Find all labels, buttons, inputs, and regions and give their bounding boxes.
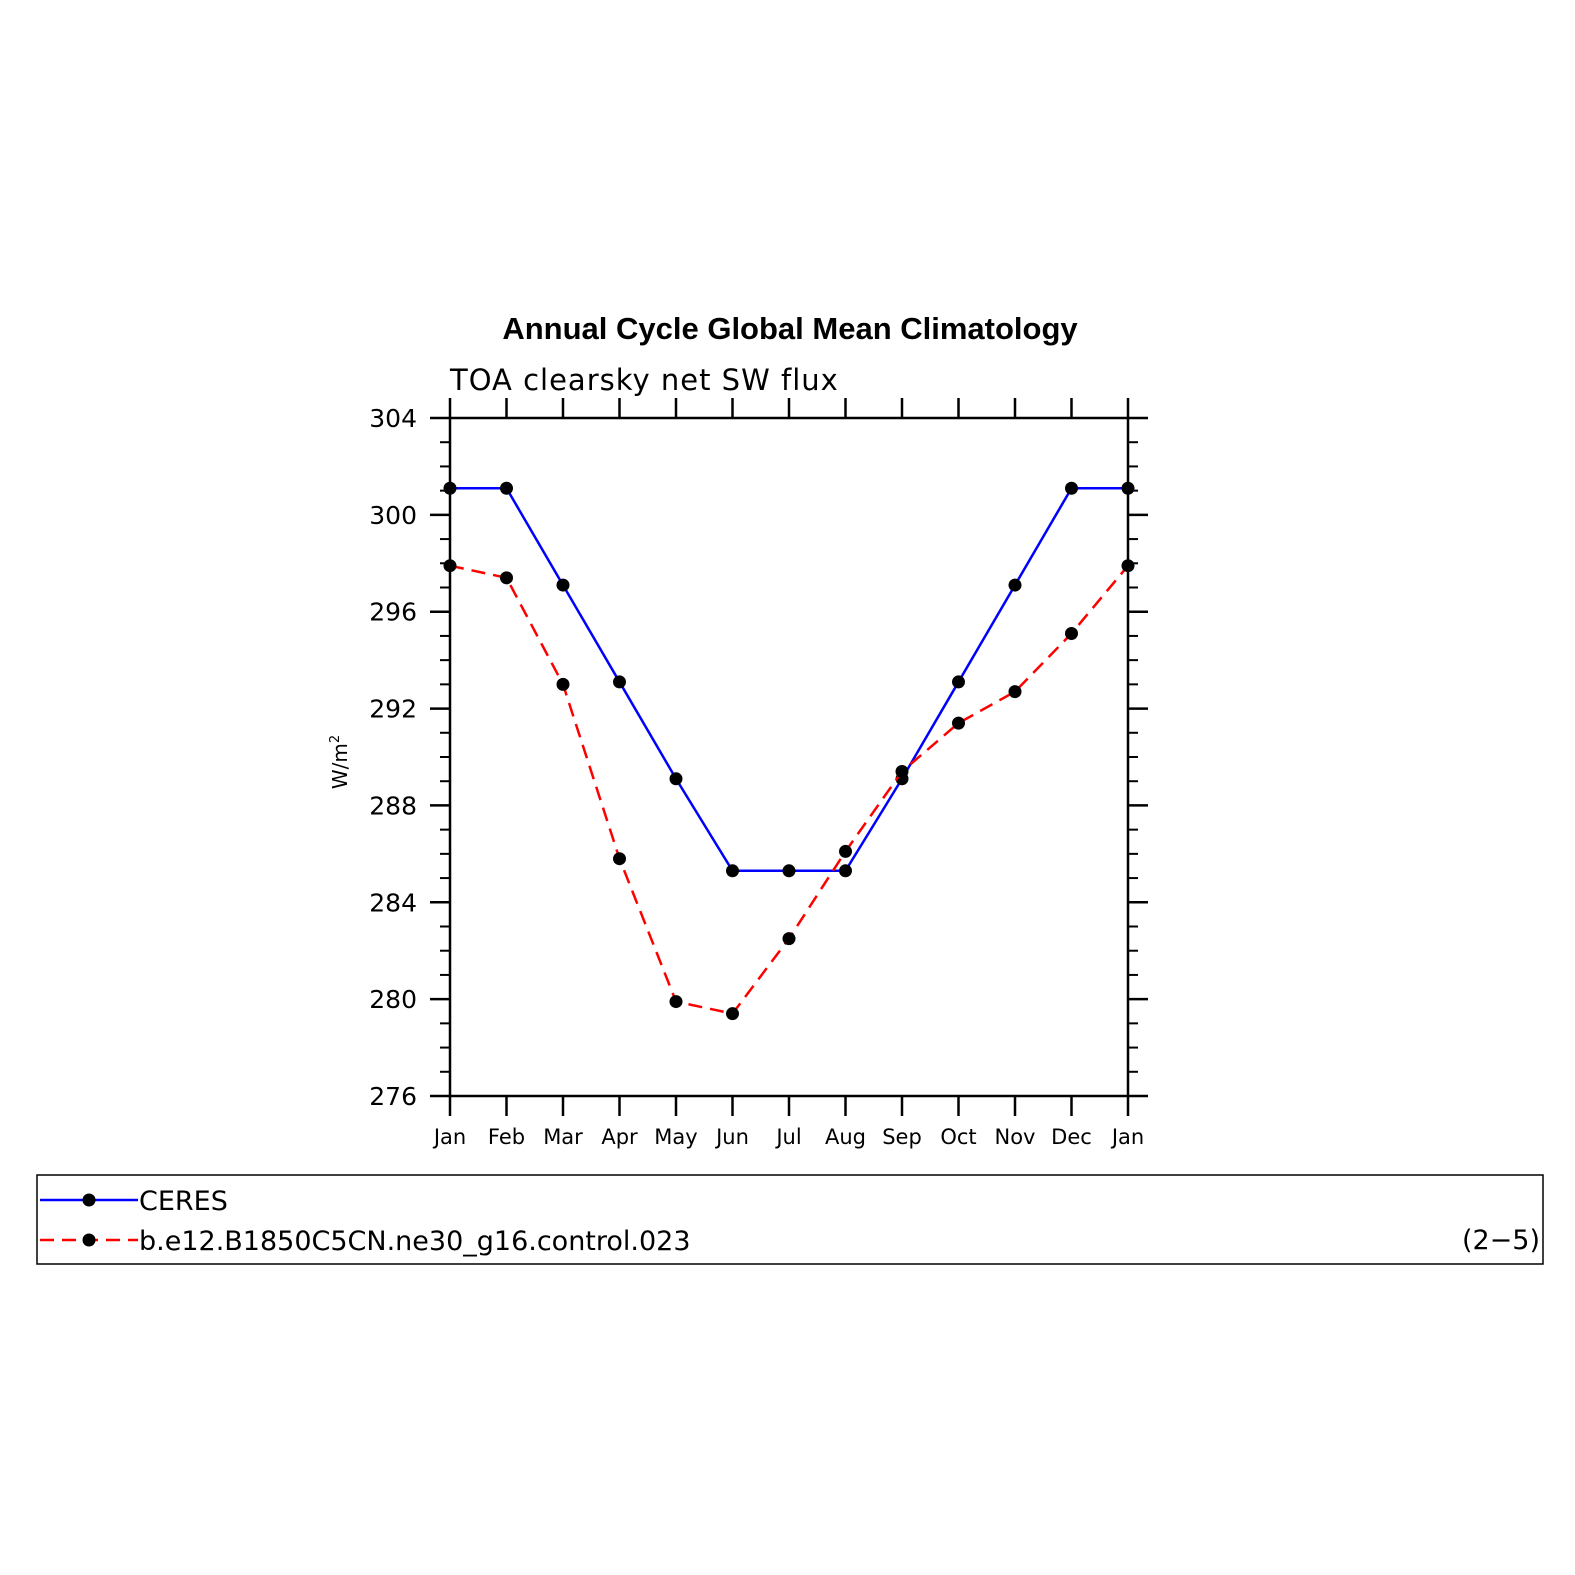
- y-tick-label: 300: [369, 501, 417, 530]
- x-tick-label: Jan: [432, 1125, 466, 1149]
- chart-subtitle: TOA clearsky net SW flux: [449, 363, 839, 397]
- x-tick-label: Dec: [1051, 1125, 1092, 1149]
- series-1-point: [500, 571, 513, 585]
- y-tick-label: 288: [369, 791, 417, 820]
- series-line-1: [449, 564, 1129, 1016]
- series-1-point: [782, 932, 796, 946]
- legend-label-1: b.e12.B1850C5CN.ne30_g16.control.023: [139, 1226, 691, 1257]
- legend-label-0: CERES: [139, 1186, 228, 1217]
- series-0-point: [1008, 578, 1022, 592]
- legend: (2−5) CERES b.e12.B1850C5CN.ne30_g16.cont…: [36, 1174, 1544, 1265]
- series-1-point: [613, 852, 626, 866]
- chart-title: Annual Cycle Global Mean Climatology: [502, 311, 1078, 346]
- x-tick-label: Oct: [940, 1125, 976, 1149]
- x-tick-label: May: [654, 1125, 697, 1149]
- x-tick-label: Jul: [774, 1125, 801, 1149]
- x-tick-label: Feb: [488, 1125, 525, 1149]
- series-1-point: [556, 677, 570, 691]
- x-tick-label: Jan: [1110, 1125, 1144, 1149]
- legend-marker-0: [82, 1193, 96, 1207]
- x-tick-label: Aug: [825, 1125, 866, 1149]
- series-0-point: [839, 864, 852, 878]
- series-0-point: [782, 864, 796, 878]
- y-tick-label: 292: [369, 695, 417, 724]
- series-1-point: [895, 765, 909, 779]
- x-tick-label: Nov: [995, 1125, 1036, 1149]
- legend-marker-1: [82, 1233, 96, 1247]
- plot-frame: [448, 416, 1130, 1098]
- axes: [448, 416, 1130, 1098]
- series: [443, 481, 1135, 1021]
- series-0-point: [952, 675, 965, 689]
- series-0-point: [500, 481, 513, 495]
- series-0-point: [443, 481, 457, 495]
- x-tick-label: Jun: [714, 1125, 749, 1149]
- series-0-point: [1065, 481, 1078, 495]
- y-axis-label: W/m2: [328, 735, 352, 789]
- y-tick-label: 280: [369, 985, 417, 1014]
- y-axis-label-superscript: 2: [328, 735, 343, 743]
- x-tick-label: Apr: [601, 1125, 638, 1149]
- x-tick-label: Mar: [543, 1125, 583, 1149]
- y-tick-label: 304: [369, 404, 417, 433]
- series-1-point: [669, 995, 683, 1009]
- series-1-point: [1121, 559, 1135, 573]
- y-axis-label-base: W/m: [328, 743, 352, 789]
- series-0-point: [613, 675, 626, 689]
- x-tick-label: Sep: [882, 1125, 922, 1149]
- legend-note: (2−5): [1462, 1225, 1540, 1256]
- series-0-point: [556, 578, 570, 592]
- series-0-point: [669, 772, 683, 786]
- y-tick-label: 284: [369, 888, 417, 917]
- y-tick-label: 296: [369, 598, 417, 627]
- series-0-point: [726, 864, 739, 878]
- series-1-point: [839, 844, 852, 858]
- legend-box: [36, 1174, 1544, 1265]
- y-tick-label: 276: [369, 1082, 417, 1111]
- x-axis-ticks: Jan Feb Mar Apr May Jun Jul Aug Sep Oct Nov Dec Jan: [432, 398, 1144, 1149]
- series-1-point: [726, 1007, 739, 1021]
- series-1-point: [1065, 627, 1078, 641]
- y-axis-ticks: 276 280 284 288 292 296 300 304: [369, 404, 1148, 1111]
- series-1-point: [952, 716, 965, 730]
- series-0-point: [1121, 481, 1135, 495]
- series-1-point: [443, 559, 457, 573]
- series-1-point: [1008, 685, 1022, 699]
